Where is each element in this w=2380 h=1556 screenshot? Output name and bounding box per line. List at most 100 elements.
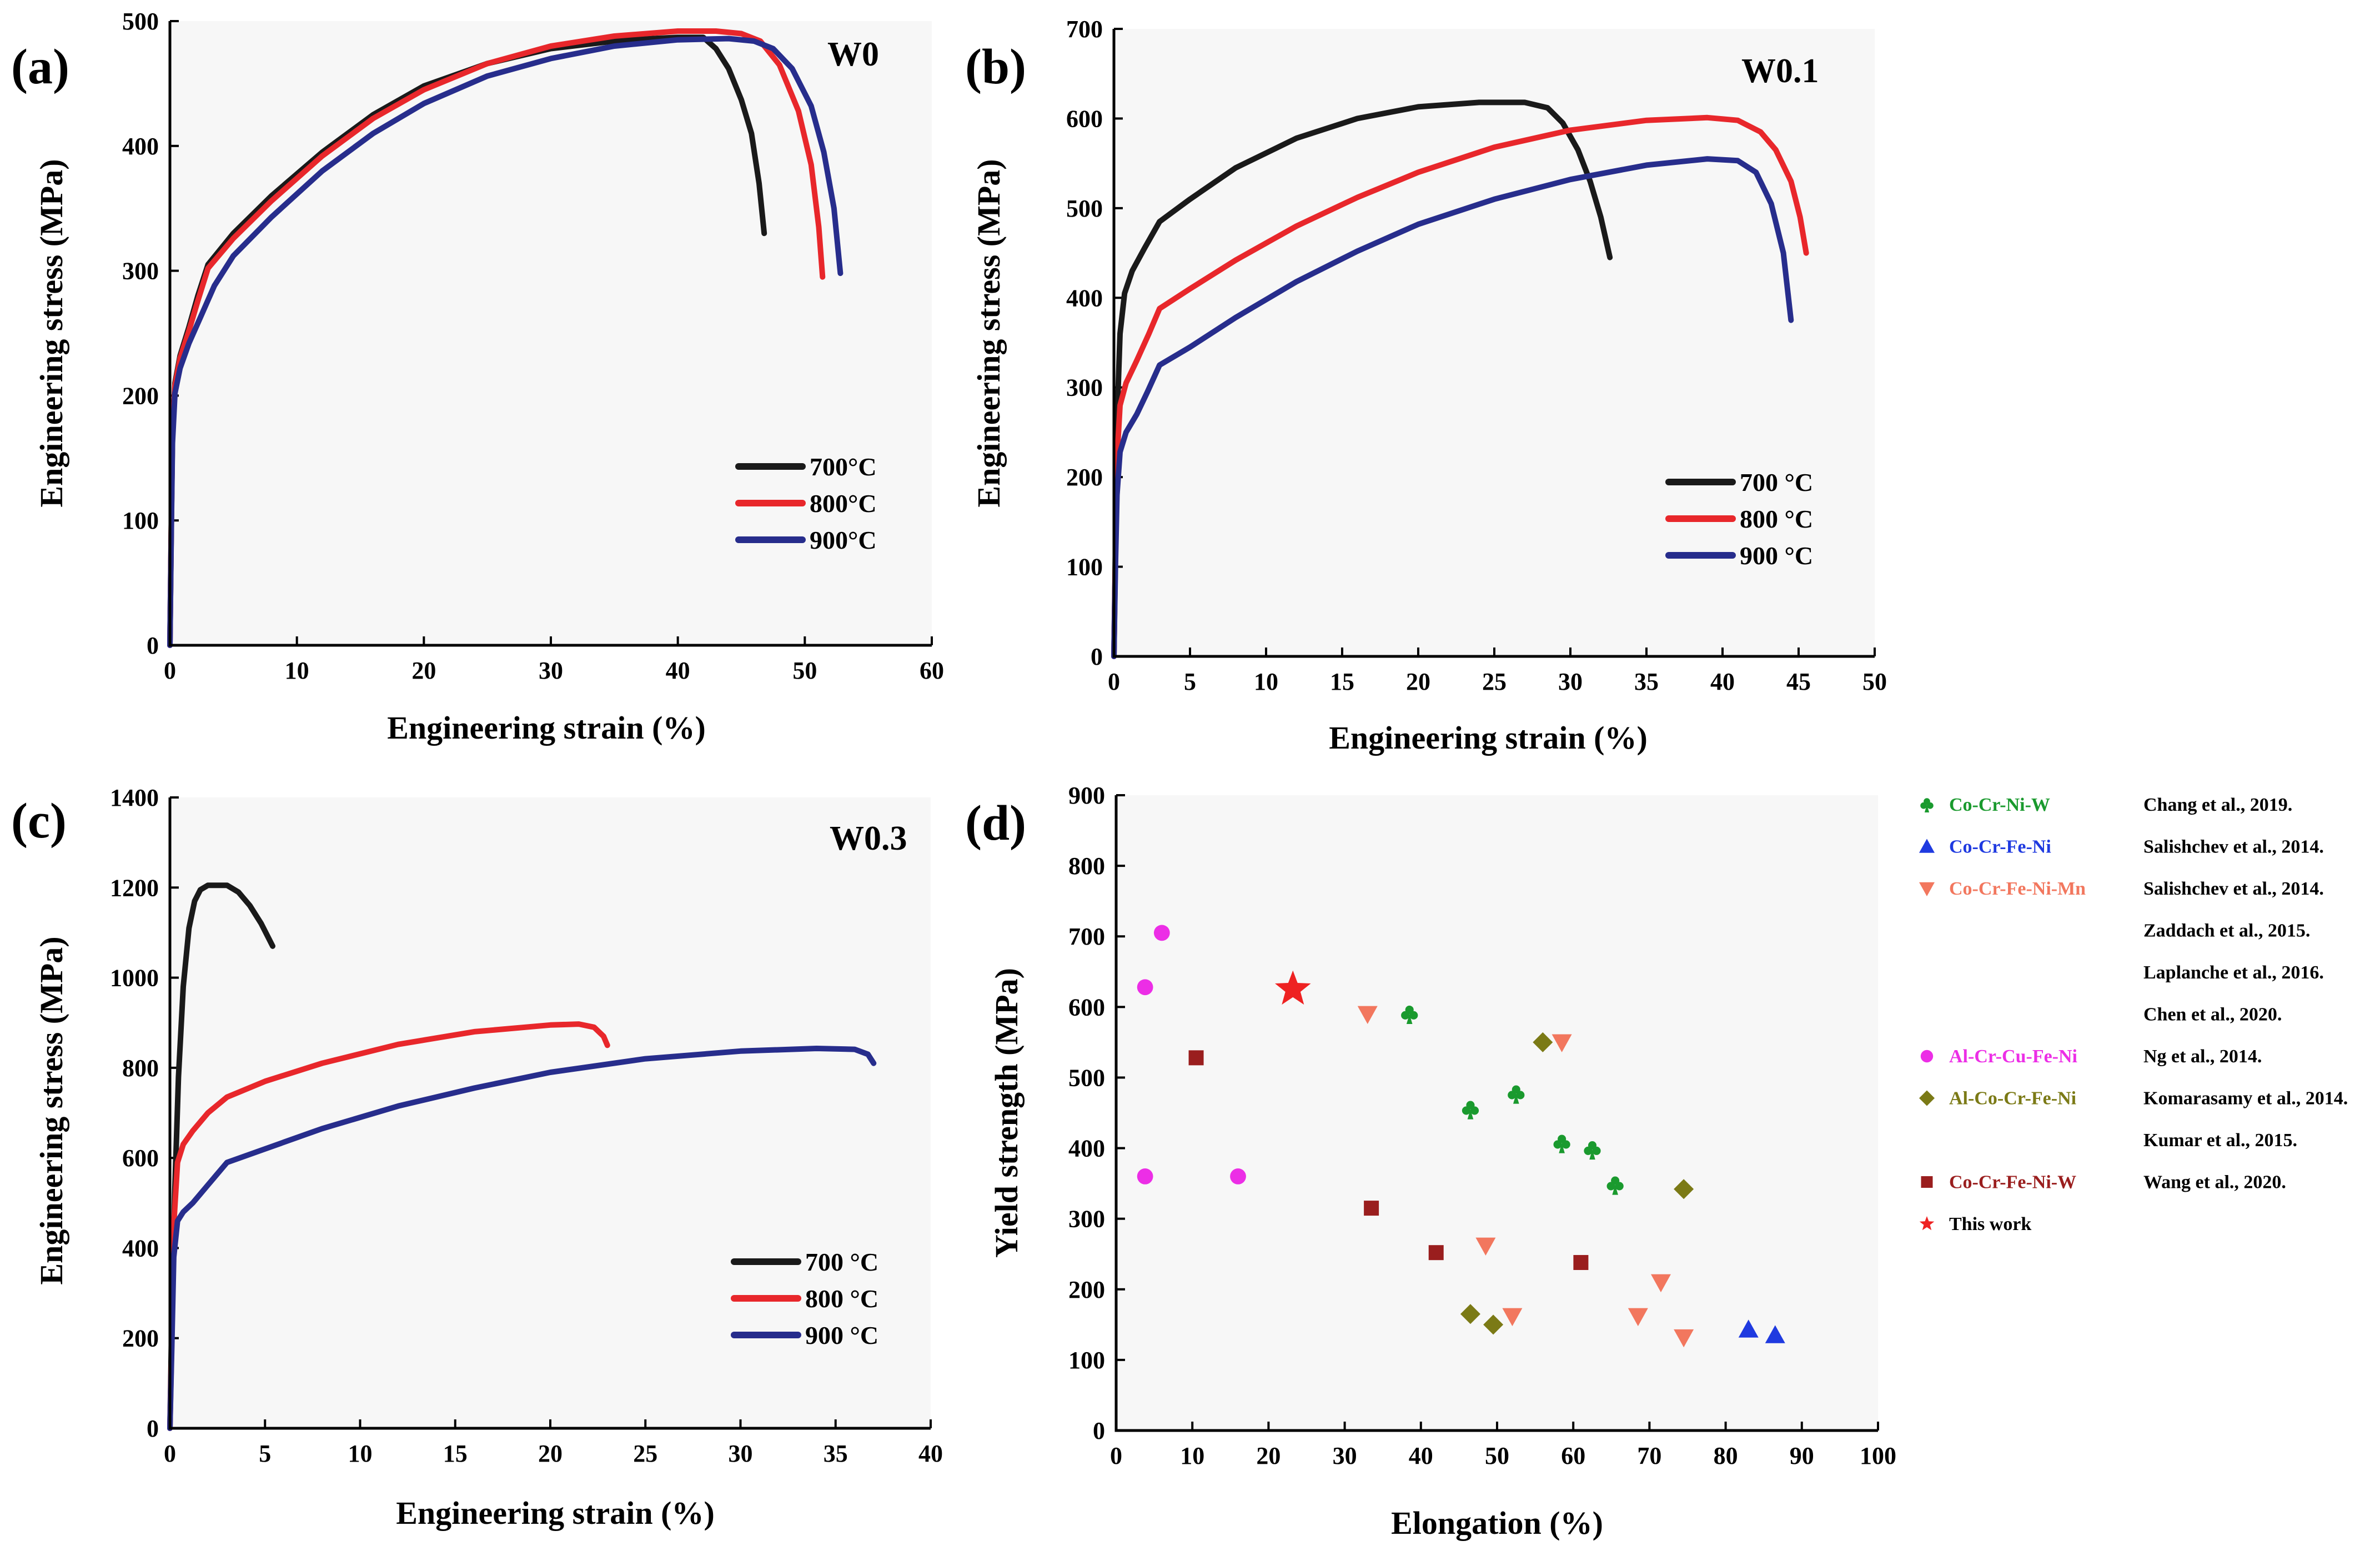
panel-b: (b) W0.1 0 5 10 15 20 25 30 35 40 45 50 0 100 200 300… <box>965 16 1887 756</box>
x-tick-label: 40 <box>918 1440 943 1467</box>
panel-c-legend: 700 °C 800 °C 900 °C <box>731 1248 878 1349</box>
y-tick-label: 100 <box>122 507 159 534</box>
legend-triangle-up-marker <box>1919 839 1935 853</box>
x-tick-label: 25 <box>1482 668 1507 695</box>
y-tick-label: 0 <box>147 632 159 659</box>
plot-area-d <box>1116 795 1878 1430</box>
panel-b-xticks: 0 5 10 15 20 25 30 35 40 45 50 <box>1108 648 1887 695</box>
x-tick-label: 20 <box>538 1440 563 1467</box>
data-point-triangle-down-marker <box>1551 1034 1572 1052</box>
data-point-triangle-down-marker <box>1674 1329 1694 1348</box>
x-tick-label: 70 <box>1637 1442 1661 1469</box>
panel-a-legend: 700°C 800°C 900°C <box>735 453 877 554</box>
panel-c-axes <box>168 797 931 1430</box>
x-tick-label: 15 <box>1330 668 1354 695</box>
legend-reference: Laplanche et al., 2016. <box>2143 962 2324 983</box>
data-point-diamond-marker <box>1533 1032 1553 1052</box>
y-tick-label: 0 <box>1091 643 1103 670</box>
data-point-triangle-up-marker <box>1738 1319 1759 1338</box>
data-point-club-marker <box>1584 1141 1601 1160</box>
x-tick-label: 30 <box>539 657 563 684</box>
y-tick-label: 400 <box>1066 284 1103 312</box>
y-tick-label: 1000 <box>110 965 159 992</box>
series-line-700 <box>167 882 275 1431</box>
panel-c-ylabel: Engineering stress (MPa) <box>33 936 69 1284</box>
legend-reference: Zaddach et al., 2015. <box>2143 921 2310 941</box>
x-tick-label: 35 <box>1634 668 1659 695</box>
y-tick-label: 500 <box>1068 1064 1105 1091</box>
panel-d-xticks: 0 10 20 30 40 50 60 70 80 90 100 <box>1110 1422 1896 1469</box>
y-tick-label: 100 <box>1066 554 1103 581</box>
legend-alloy: This work <box>1949 1214 2031 1234</box>
panel-b-sample: W0.1 <box>1741 52 1819 90</box>
y-tick-label: 400 <box>122 133 159 160</box>
panel-c-yticks: 0 200 400 600 800 1000 1200 1400 <box>110 784 179 1442</box>
data-point-triangle-down-marker <box>1475 1237 1496 1256</box>
legend-label: 900 °C <box>1740 541 1813 570</box>
legend-label: 700°C <box>810 453 877 481</box>
x-tick-label: 30 <box>729 1440 753 1467</box>
y-tick-label: 500 <box>1066 195 1103 222</box>
panel-c-sample: W0.3 <box>830 820 907 857</box>
panel-a: (a) W0 0 10 20 30 40 50 60 0 100 200 300 400 500 En… <box>11 8 944 746</box>
x-tick-label: 10 <box>1254 668 1278 695</box>
panel-a-yticks: 0 100 200 300 400 500 <box>122 8 179 659</box>
legend-triangle-down-marker <box>1919 882 1935 896</box>
y-tick-label: 900 <box>1068 782 1105 809</box>
series-line-700 <box>1111 99 1613 659</box>
y-tick-label: 100 <box>1068 1347 1105 1374</box>
y-tick-label: 300 <box>1068 1206 1105 1233</box>
legend-alloy: Co-Cr-Fe-Ni <box>1949 837 2051 857</box>
x-tick-label: 60 <box>1561 1442 1585 1469</box>
panel-b-label: (b) <box>965 39 1026 94</box>
y-tick-label: 800 <box>1068 852 1105 880</box>
panel-c: (c) W0.3 0 5 10 15 20 25 30 35 40 0 200 400 600 800 1… <box>11 784 943 1531</box>
x-tick-label: 90 <box>1790 1442 1814 1469</box>
legend-alloy: Co-Cr-Fe-Ni-W <box>1949 1172 2076 1193</box>
x-tick-label: 0 <box>1108 668 1120 695</box>
y-tick-label: 600 <box>1066 105 1103 132</box>
panel-b-yticks: 0 100 200 300 400 500 600 700 <box>1066 16 1123 670</box>
panel-d-yticks: 0 100 200 300 400 500 600 700 800 900 <box>1068 782 1125 1444</box>
panel-c-series <box>167 882 877 1431</box>
panel-a-xlabel: Engineering strain (%) <box>387 710 706 746</box>
panel-a-sample: W0 <box>827 36 879 73</box>
x-tick-label: 20 <box>1406 668 1430 695</box>
y-tick-label: 700 <box>1068 923 1105 950</box>
x-tick-label: 45 <box>1786 668 1811 695</box>
legend-reference: Salishchev et al., 2014. <box>2143 837 2324 857</box>
panel-a-label: (a) <box>11 39 69 94</box>
y-tick-label: 700 <box>1066 16 1103 43</box>
legend-reference: Salishchev et al., 2014. <box>2143 879 2324 899</box>
panel-a-xticks: 0 10 20 30 40 50 60 <box>164 636 944 684</box>
y-tick-label: 300 <box>122 258 159 285</box>
data-point-square-marker <box>1573 1254 1589 1270</box>
x-tick-label: 40 <box>1409 1442 1433 1469</box>
data-point-club-marker <box>1401 1005 1418 1025</box>
x-tick-label: 40 <box>666 657 690 684</box>
x-tick-label: 5 <box>259 1440 271 1467</box>
y-tick-label: 200 <box>122 1325 159 1352</box>
data-point-club-marker <box>1462 1101 1479 1120</box>
data-point-star-marker <box>1275 970 1311 1005</box>
data-point-triangle-down-marker <box>1628 1308 1648 1327</box>
y-tick-label: 200 <box>122 382 159 409</box>
legend-reference: Wang et al., 2020. <box>2143 1172 2286 1193</box>
x-tick-label: 20 <box>1256 1442 1281 1469</box>
panel-b-series <box>1111 99 1809 659</box>
x-tick-label: 20 <box>411 657 436 684</box>
legend-label: 800°C <box>810 489 877 518</box>
y-tick-label: 300 <box>1066 374 1103 401</box>
series-line-900 <box>167 1046 877 1431</box>
series-line-800 <box>167 1021 610 1431</box>
y-tick-label: 800 <box>122 1055 159 1082</box>
y-tick-label: 400 <box>122 1234 159 1262</box>
legend-label: 800 °C <box>805 1284 878 1313</box>
data-point-circle-marker <box>1153 925 1170 941</box>
series-line-800 <box>1111 114 1809 659</box>
x-tick-label: 25 <box>633 1440 657 1467</box>
legend-reference: Ng et al., 2014. <box>2143 1046 2262 1067</box>
legend-label: 800 °C <box>1740 505 1813 533</box>
y-tick-label: 600 <box>122 1145 159 1172</box>
